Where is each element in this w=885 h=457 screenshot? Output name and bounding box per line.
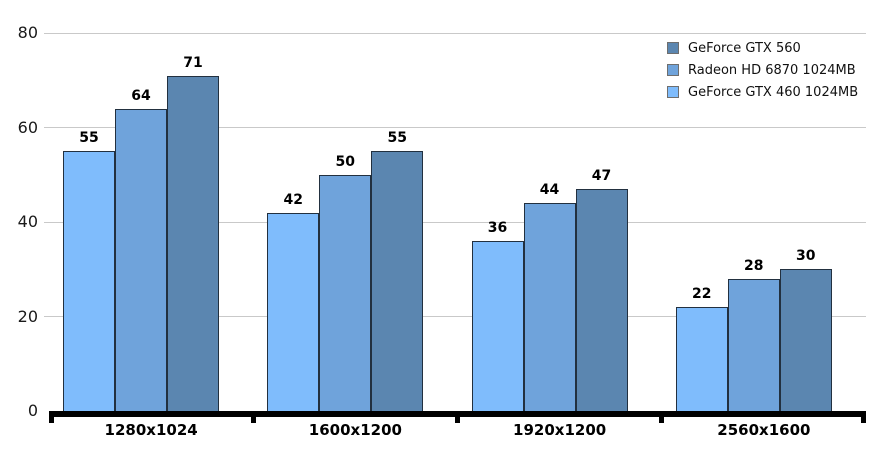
x-axis-tick <box>455 411 460 423</box>
x-axis-tick <box>861 411 866 423</box>
x-axis-category-label: 2560x1600 <box>717 421 811 439</box>
legend-swatch <box>667 86 679 98</box>
bar-value-label: 22 <box>692 286 712 303</box>
bar-value-label: 64 <box>131 87 151 104</box>
x-axis-category-label: 1600x1200 <box>308 421 402 439</box>
legend-row: GeForce GTX 560 <box>667 37 858 59</box>
legend: GeForce GTX 560 Radeon HD 6870 1024MB GeFo… <box>667 37 858 103</box>
chart-bar <box>575 188 628 411</box>
chart-bar <box>371 151 424 411</box>
legend-swatch <box>667 64 679 76</box>
y-axis-tick-label: 60 <box>17 117 38 137</box>
chart-bar <box>471 240 524 411</box>
legend-swatch <box>667 42 679 54</box>
gridline <box>44 221 866 223</box>
x-axis-tick <box>659 411 665 423</box>
legend-label: Radeon HD 6870 1024MB <box>688 62 856 78</box>
x-axis-tick <box>49 411 54 423</box>
bar-value-label: 30 <box>796 248 816 265</box>
x-axis-category-label: 1920x1200 <box>513 421 607 439</box>
bar-value-label: 47 <box>591 167 612 184</box>
chart-bar <box>167 75 219 411</box>
gridline <box>44 127 866 128</box>
legend-label: GeForce GTX 460 1024MB <box>688 84 859 100</box>
chart-bar <box>727 278 780 411</box>
legend-row: GeForce GTX 460 1024MB <box>667 81 858 103</box>
x-axis-category-label: 1280x1024 <box>104 421 198 439</box>
bar-value-label: 55 <box>387 130 407 147</box>
y-axis-tick-label: 40 <box>17 212 38 231</box>
bar-value-label: 36 <box>487 219 508 236</box>
bar-value-label: 28 <box>744 257 764 274</box>
chart-bar <box>675 307 728 411</box>
bar-value-label: 50 <box>335 153 355 170</box>
y-axis-tick-label: 20 <box>17 306 38 326</box>
gridline <box>44 316 866 317</box>
bar-value-label: 42 <box>283 191 303 208</box>
gridline <box>44 32 866 34</box>
bar-value-label: 44 <box>539 182 560 199</box>
bar-value-label: 71 <box>183 54 203 71</box>
chart-bar <box>63 151 115 411</box>
chart-bar <box>319 174 372 411</box>
legend-row: Radeon HD 6870 1024MB <box>667 59 858 81</box>
bar-value-label: 55 <box>79 130 99 147</box>
x-axis-tick <box>250 411 256 423</box>
y-axis-tick-label: 80 <box>17 23 38 42</box>
y-axis-tick-label: 0 <box>27 401 38 420</box>
legend-label: GeForce GTX 560 <box>688 40 801 56</box>
chart-bar <box>115 108 167 411</box>
chart-bar <box>523 203 576 411</box>
chart-bar <box>267 212 320 411</box>
chart-bar <box>779 269 832 411</box>
